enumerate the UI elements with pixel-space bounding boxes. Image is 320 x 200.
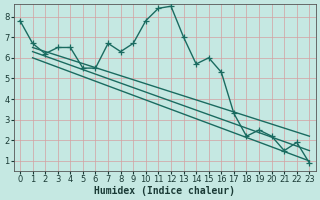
X-axis label: Humidex (Indice chaleur): Humidex (Indice chaleur)	[94, 186, 235, 196]
